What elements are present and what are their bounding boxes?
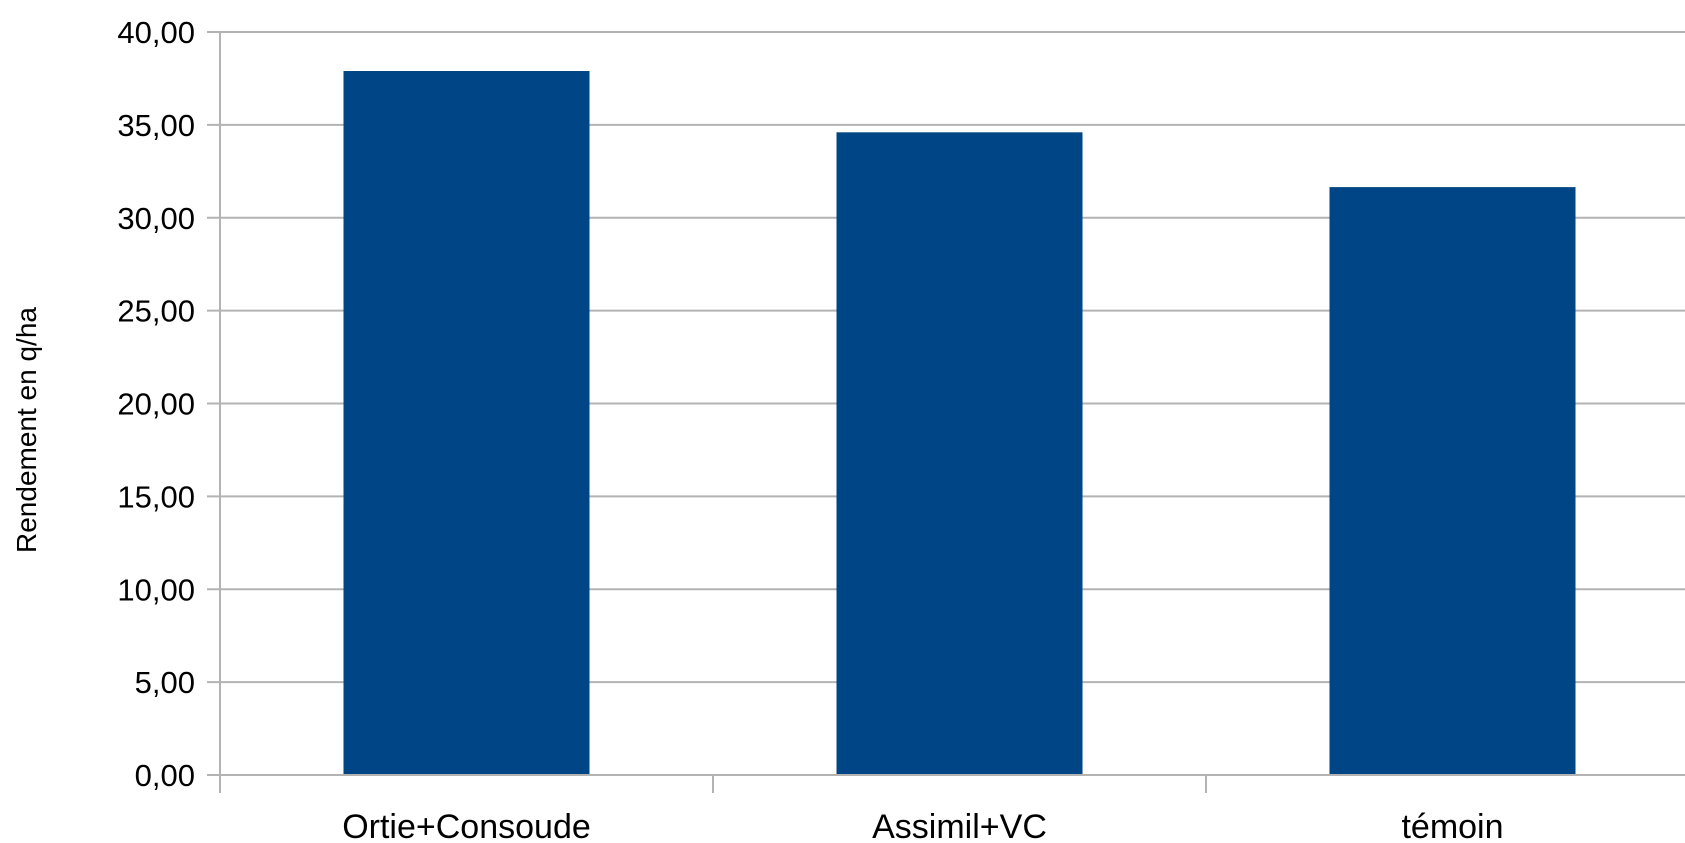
y-tick-label: 40,00: [117, 15, 195, 50]
y-tick-label: 25,00: [117, 294, 195, 329]
bar: [343, 71, 590, 775]
y-tick-label: 35,00: [117, 108, 195, 143]
y-tick-label: 20,00: [117, 387, 195, 422]
bars: [343, 71, 1576, 775]
y-tick-label: 30,00: [117, 201, 195, 236]
bar: [1329, 187, 1576, 775]
x-tick-label: Ortie+Consoude: [342, 808, 591, 843]
x-tick-label: témoin: [1401, 808, 1503, 843]
y-axis-title: Rendement en q/ha: [11, 307, 42, 553]
y-tick-label: 5,00: [135, 665, 195, 700]
y-tick-labels: 0,00 5,00 10,00 15,00 20,00 25,00 30,00 35,00 40…: [117, 15, 195, 793]
y-tick-label: 15,00: [117, 479, 195, 514]
y-tick-label: 10,00: [117, 572, 195, 607]
y-tick-label: 0,00: [135, 758, 195, 793]
axes: [207, 31, 1685, 793]
x-tick-label: Assimil+VC: [872, 808, 1047, 843]
x-tick-labels: Ortie+Consoude Assimil+VC témoin: [342, 808, 1503, 843]
bar: [836, 132, 1083, 775]
